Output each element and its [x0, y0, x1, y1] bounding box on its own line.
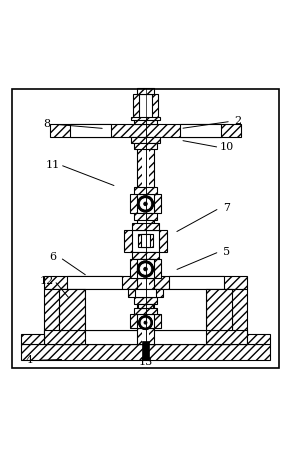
Circle shape [141, 318, 150, 327]
Circle shape [144, 267, 147, 271]
Bar [206, 289, 247, 344]
Bar [70, 124, 111, 137]
Bar [132, 230, 159, 252]
Text: 6: 6 [49, 252, 56, 262]
Bar [44, 289, 85, 344]
Bar [44, 330, 247, 344]
Bar [132, 252, 159, 259]
Bar [132, 223, 159, 230]
Bar [129, 314, 162, 329]
Bar [169, 276, 224, 289]
Bar [141, 234, 150, 247]
Bar [58, 289, 85, 330]
Bar [247, 334, 270, 344]
Bar [21, 334, 44, 344]
Text: 12: 12 [40, 276, 54, 286]
Bar [133, 94, 158, 118]
Bar [137, 118, 154, 344]
Circle shape [144, 202, 147, 206]
Bar [135, 289, 156, 298]
Bar [138, 304, 153, 308]
Circle shape [140, 264, 151, 274]
Bar [137, 88, 154, 94]
Circle shape [139, 316, 152, 329]
Bar [85, 330, 206, 344]
Bar [131, 117, 160, 121]
Bar [142, 118, 149, 344]
Bar [44, 276, 247, 289]
Bar [134, 308, 157, 314]
Bar [137, 314, 154, 329]
Bar [142, 341, 149, 360]
Text: 10: 10 [219, 143, 234, 152]
Bar [134, 298, 157, 304]
Circle shape [137, 261, 154, 277]
Text: 5: 5 [223, 247, 230, 257]
Circle shape [137, 196, 154, 212]
Bar [206, 289, 233, 330]
Bar [67, 276, 122, 289]
Circle shape [140, 199, 151, 209]
Circle shape [144, 321, 147, 324]
Bar [134, 143, 157, 149]
Bar [206, 304, 233, 344]
Bar [137, 259, 154, 278]
Bar [129, 194, 162, 213]
Bar [134, 118, 157, 124]
Bar [50, 124, 241, 137]
Bar [131, 137, 160, 143]
Bar [134, 213, 157, 220]
Bar [138, 234, 153, 247]
Bar [180, 124, 221, 137]
Bar [124, 230, 167, 252]
Bar [129, 259, 162, 278]
Text: 13: 13 [139, 357, 152, 367]
Bar [139, 94, 152, 118]
Bar [85, 289, 206, 330]
Text: 4: 4 [26, 355, 33, 365]
Bar [21, 344, 270, 360]
Bar [134, 186, 157, 194]
Text: 7: 7 [223, 203, 230, 213]
Bar [58, 304, 85, 344]
Text: 2: 2 [235, 117, 242, 126]
Bar [128, 289, 163, 298]
Bar [137, 194, 154, 213]
Text: 8: 8 [43, 119, 51, 129]
Text: 11: 11 [46, 160, 60, 170]
